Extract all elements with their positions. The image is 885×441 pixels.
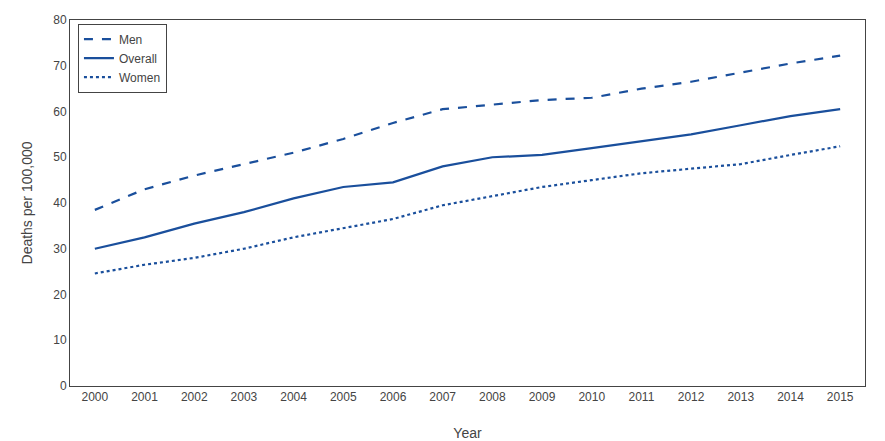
svg-text:Men: Men (119, 33, 142, 47)
svg-text:2015: 2015 (827, 390, 854, 404)
svg-text:Overall: Overall (119, 52, 157, 66)
svg-text:2006: 2006 (380, 390, 407, 404)
svg-text:50: 50 (53, 150, 67, 164)
svg-text:2003: 2003 (231, 390, 258, 404)
svg-text:70: 70 (53, 59, 67, 73)
svg-text:2008: 2008 (479, 390, 506, 404)
svg-text:Women: Women (119, 71, 160, 85)
svg-text:30: 30 (53, 242, 67, 256)
svg-text:2002: 2002 (181, 390, 208, 404)
svg-text:2012: 2012 (678, 390, 705, 404)
svg-text:40: 40 (53, 196, 67, 210)
svg-text:2010: 2010 (578, 390, 605, 404)
svg-text:80: 80 (53, 13, 67, 27)
svg-text:2011: 2011 (629, 390, 655, 404)
svg-text:Deaths per 100,000: Deaths per 100,000 (19, 141, 35, 264)
svg-text:60: 60 (53, 105, 67, 119)
svg-text:2014: 2014 (777, 390, 804, 404)
svg-text:2004: 2004 (280, 390, 307, 404)
svg-text:Year: Year (453, 425, 482, 441)
svg-text:20: 20 (53, 288, 67, 302)
svg-text:2007: 2007 (429, 390, 456, 404)
svg-text:10: 10 (53, 333, 67, 347)
svg-text:2009: 2009 (529, 390, 556, 404)
svg-text:2000: 2000 (81, 390, 108, 404)
svg-text:0: 0 (60, 379, 67, 393)
svg-text:2001: 2001 (131, 390, 158, 404)
svg-text:2013: 2013 (727, 390, 754, 404)
svg-text:2005: 2005 (330, 390, 357, 404)
